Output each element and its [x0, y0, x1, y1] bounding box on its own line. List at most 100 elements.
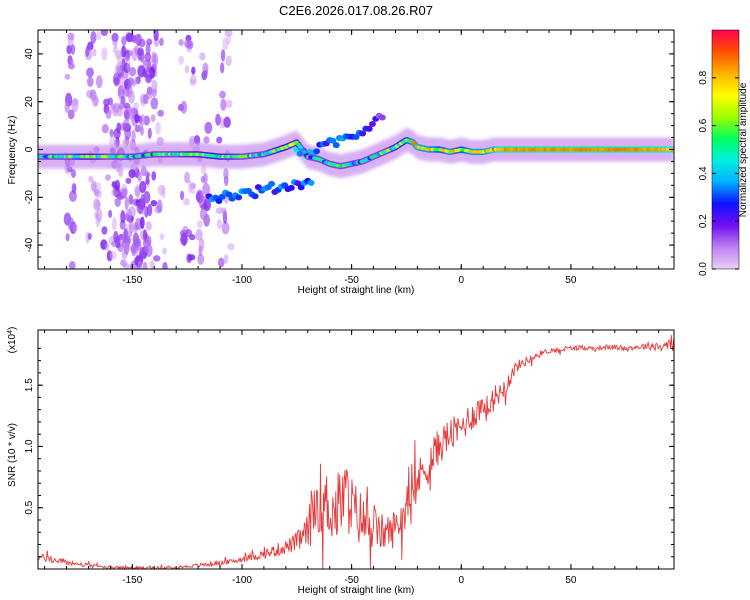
scatter-blob — [140, 216, 145, 229]
scatter-blob — [223, 254, 229, 264]
scatter-blob — [121, 36, 127, 46]
x-tick-label: 0 — [458, 575, 464, 586]
scatter-blob — [186, 40, 194, 50]
snr-ticks: -150 -100 -50 0 50 0.5 1.0 1.5 — [24, 330, 674, 586]
scatter-blob — [222, 37, 229, 51]
colorbar-tick-label: 0.2 — [698, 214, 709, 228]
scatter-blob — [147, 127, 152, 140]
scatter-blob — [118, 101, 124, 110]
scatter-blob — [96, 208, 103, 223]
colorbar-tick-label: 0.6 — [698, 118, 709, 132]
ridge-core — [302, 150, 307, 155]
scatter-blob — [94, 211, 99, 220]
snr-data — [38, 335, 674, 569]
scatter-blob — [91, 94, 100, 108]
spectrogram-panel: -150 -100 -50 0 50 40 20 0 -20 -40 Height of stra… — [7, 29, 675, 296]
colorbar: 0.0 0.2 0.4 0.6 0.8 Normalized spectral ampl… — [698, 29, 749, 276]
scatter-blob — [224, 30, 233, 37]
y-tick-label: 0.5 — [24, 500, 35, 514]
figure-title: C2E6.2026.017.08.26.R07 — [279, 3, 433, 18]
scatter-blob — [215, 207, 224, 214]
scatter-blob — [157, 109, 164, 117]
scatter-blob — [223, 168, 229, 181]
scatter-blob — [162, 261, 168, 269]
scatter-blob — [150, 200, 158, 207]
scatter-blob — [67, 109, 75, 120]
scatter-blob — [142, 261, 148, 269]
scatter-blob — [101, 123, 109, 134]
scatter-blob — [95, 31, 102, 41]
x-tick-label: 50 — [565, 275, 577, 286]
scatter-blob — [108, 209, 113, 218]
scatter-blob — [138, 38, 146, 48]
colorbar-tick-label: 0.0 — [698, 262, 709, 276]
y-tick-label: -20 — [24, 190, 35, 205]
scatter-blob — [128, 66, 137, 77]
branch-point — [297, 184, 305, 191]
scatter-blob — [178, 55, 185, 65]
scatter-blob — [179, 190, 185, 201]
scatter-blob — [140, 49, 145, 63]
colorbar-tick-label: 0.8 — [698, 70, 709, 84]
scatter-blob — [203, 69, 209, 76]
scatter-blob — [137, 171, 142, 182]
scatter-blob — [195, 229, 203, 241]
snr-frame — [37, 329, 675, 570]
branch-point — [307, 179, 315, 186]
scatter-blob — [196, 220, 203, 229]
scatter-blob — [114, 49, 123, 59]
branch-point — [251, 193, 259, 200]
scatter-blob — [129, 220, 134, 234]
scatter-blob — [226, 34, 232, 45]
scatter-blob — [182, 198, 190, 206]
scatter-blob — [125, 208, 133, 223]
scatter-blob — [109, 250, 118, 260]
branch-point — [359, 130, 367, 137]
scatter-blob — [155, 121, 162, 135]
x-tick-label: -50 — [344, 275, 359, 286]
scatter-blob — [152, 255, 161, 262]
scatter-blob — [190, 183, 196, 195]
scatter-blob — [112, 46, 118, 54]
scatter-blob — [151, 88, 157, 98]
scatter-blob — [145, 42, 151, 56]
scatter-blob — [116, 61, 123, 74]
scatter-blob — [128, 90, 135, 104]
scatter-blob — [106, 250, 113, 262]
snr-xlabel: Height of straight line (km) — [298, 585, 415, 596]
scatter-blob — [203, 136, 210, 144]
ridge-core — [296, 142, 301, 147]
scatter-blob — [124, 196, 129, 210]
scatter-blob — [157, 184, 165, 196]
scatter-blob — [92, 48, 97, 57]
scatter-blob — [123, 242, 131, 252]
spectrogram-ylabel: Frequency (Hz) — [7, 116, 18, 185]
scatter-blob — [136, 201, 144, 215]
scatter-blob — [111, 217, 117, 231]
branch-point — [225, 191, 233, 198]
branch-point — [268, 180, 276, 187]
scatter-blob — [101, 226, 108, 235]
lower-branch — [205, 177, 315, 205]
scatter-blob — [193, 135, 201, 145]
scatter-blob — [137, 65, 146, 78]
scatter-blob — [199, 52, 206, 61]
scatter-blob — [105, 174, 111, 181]
scatter-blob — [128, 50, 134, 57]
scatter-blob — [134, 237, 142, 247]
scatter-blob — [64, 73, 71, 80]
scatter-blob — [121, 45, 127, 58]
scatter-blob — [184, 171, 191, 184]
scatter-blob — [134, 113, 140, 124]
branch-point — [235, 194, 243, 201]
scatter-blob — [85, 45, 90, 58]
scatter-blob — [105, 109, 112, 119]
snr-ylabel: SNR (10 * v/v) — [7, 423, 18, 487]
ridge-core — [300, 148, 305, 152]
scatter-blob — [122, 118, 130, 132]
scatter-blob — [122, 187, 128, 197]
scatter-blob — [67, 217, 75, 230]
scatter-blob — [199, 207, 208, 221]
branch-point — [332, 142, 340, 149]
scatter-blob — [145, 176, 150, 185]
